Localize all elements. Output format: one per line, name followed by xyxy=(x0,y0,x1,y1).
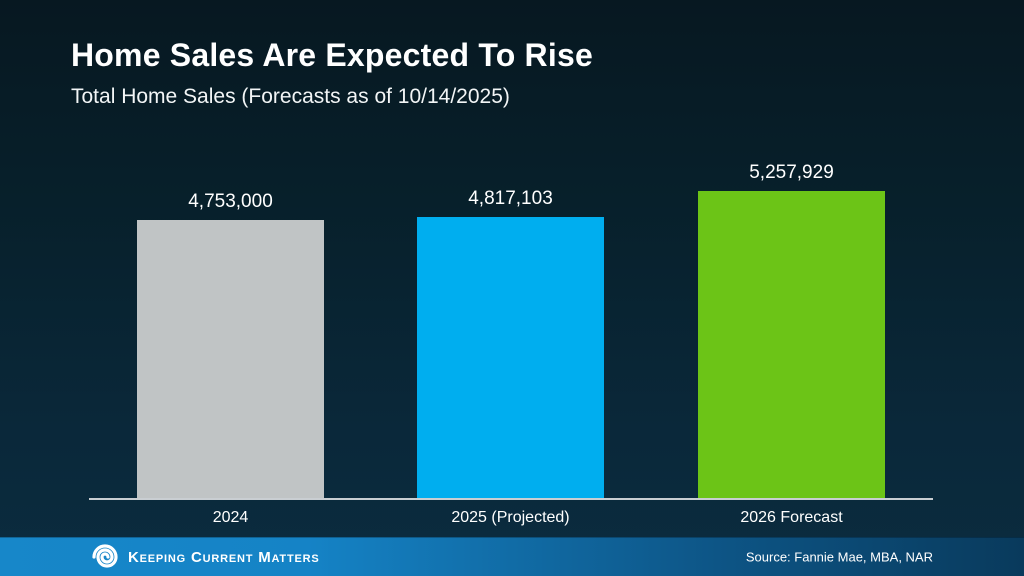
bar-category-label: 2026 Forecast xyxy=(740,509,843,526)
bar-group: 5,257,929 2026 Forecast xyxy=(698,140,885,526)
footer-bar: Keeping Current Matters Source: Fannie M… xyxy=(0,537,1024,576)
page-subtitle: Total Home Sales (Forecasts as of 10/14/… xyxy=(71,85,510,108)
kcm-swirl-icon xyxy=(92,544,118,568)
page-title: Home Sales Are Expected To Rise xyxy=(71,37,593,73)
bar-value-label: 4,817,103 xyxy=(468,188,553,209)
bar-value-label: 5,257,929 xyxy=(749,162,834,183)
bar-value-label: 4,753,000 xyxy=(188,191,273,212)
bar-group: 4,817,103 2025 (Projected) xyxy=(417,140,604,526)
bar-category-label: 2024 xyxy=(212,509,249,526)
x-axis-line xyxy=(89,498,933,500)
bar-group: 4,753,000 2024 xyxy=(137,140,324,526)
bar xyxy=(698,191,885,498)
bar xyxy=(137,220,324,498)
brand-name: Keeping Current Matters xyxy=(128,548,320,566)
bar-category-label: 2025 (Projected) xyxy=(451,509,570,526)
bar xyxy=(417,217,604,498)
bar-chart: 5,257,929 2026 Forecast 4,817,103 2025 (Pro… xyxy=(89,140,934,526)
source-attribution: Source: Fannie Mae, MBA, NAR xyxy=(745,549,933,565)
